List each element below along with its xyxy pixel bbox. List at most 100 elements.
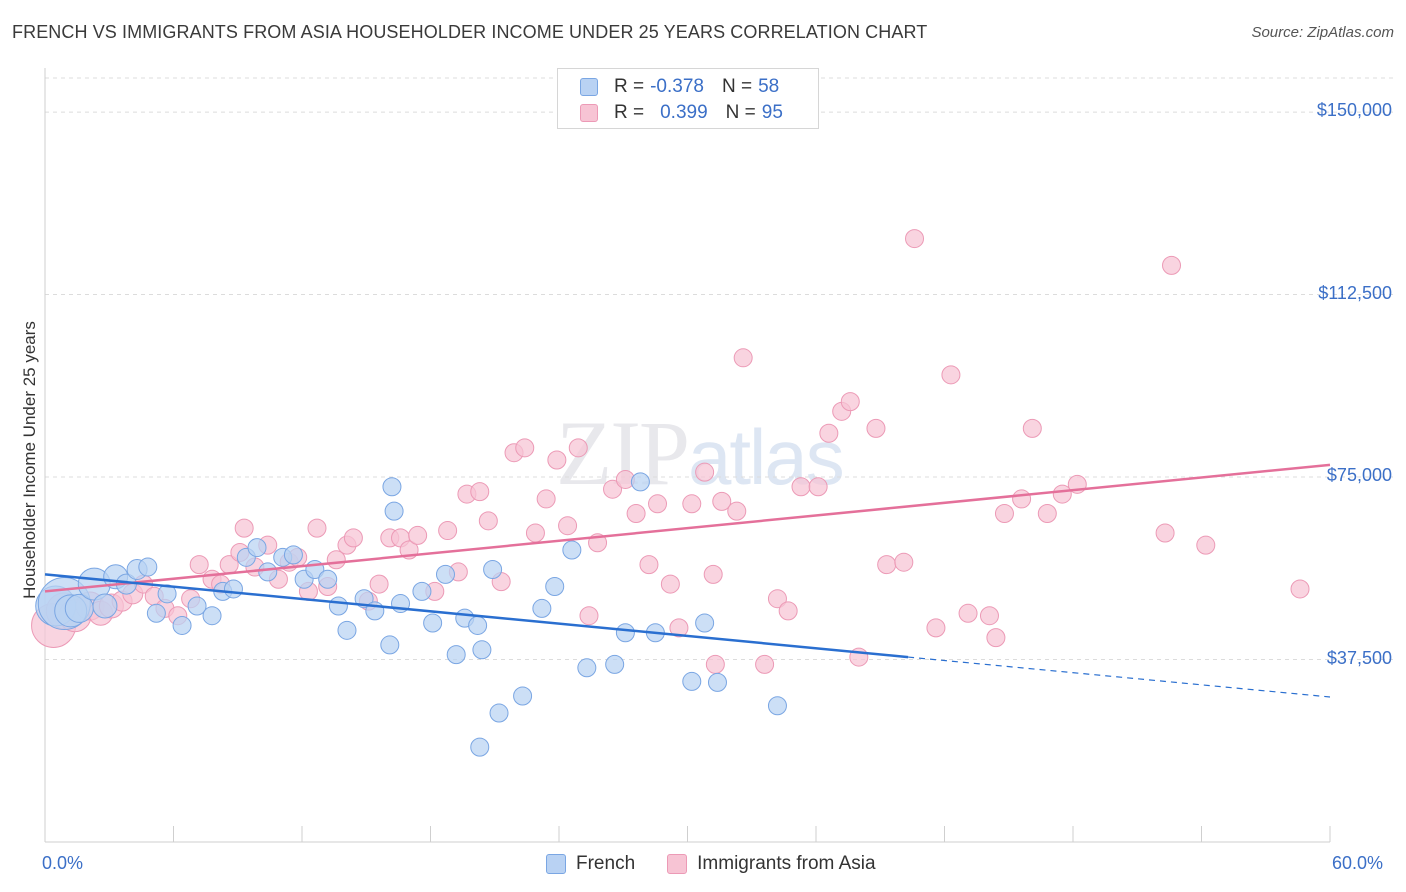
source-credit: Source: ZipAtlas.com: [1251, 24, 1394, 41]
asia-point-83: [986, 628, 1006, 648]
asia-point-70: [808, 477, 828, 497]
asia-point-54: [626, 504, 646, 524]
french-point-44: [545, 577, 565, 597]
asia-point-71: [819, 423, 839, 443]
french-point-32: [382, 477, 402, 497]
french-point-13: [187, 596, 207, 616]
asia-n-value: 95: [761, 102, 783, 123]
asia-point-61: [703, 564, 723, 584]
y-tick-label-2: $112,500: [1318, 282, 1392, 303]
french-point-55: [562, 540, 582, 560]
asia-swatch: [580, 104, 598, 122]
french-point-41: [489, 703, 509, 723]
asia-point-91: [1162, 255, 1182, 275]
french-point-18: [247, 538, 267, 558]
asia-point-29: [343, 528, 363, 548]
asia-points-group: [31, 229, 1310, 674]
asia-point-63: [705, 654, 725, 674]
asia-point-92: [1196, 535, 1216, 555]
stats-legend: R = -0.378 N = 58 R = 0.399 N = 95: [557, 68, 819, 129]
asia-point-82: [979, 606, 999, 626]
french-point-48: [630, 472, 650, 492]
r-label: R =: [614, 76, 645, 97]
french-legend-label: French: [576, 853, 636, 874]
asia-point-65: [733, 348, 753, 368]
french-point-12: [172, 615, 192, 635]
r-label: R =: [614, 102, 645, 123]
asia-point-35: [408, 525, 428, 545]
french-point-43: [532, 598, 552, 618]
asia-point-68: [778, 601, 798, 621]
asia-point-62: [712, 491, 732, 511]
asia-point-37: [438, 521, 458, 541]
asia-point-31: [369, 574, 389, 594]
legend-row-french: R = -0.378 N = 58: [580, 75, 779, 99]
asia-point-47: [547, 450, 567, 470]
french-point-46: [605, 654, 625, 674]
asia-trendline: [44, 463, 1331, 593]
asia-point-81: [958, 603, 978, 623]
asia-point-79: [926, 618, 946, 638]
asia-point-59: [682, 494, 702, 514]
asia-point-40: [470, 482, 490, 502]
asia-point-85: [1012, 489, 1032, 509]
y-axis-label: Householder Income Under 25 years: [20, 321, 39, 599]
french-point-5: [92, 593, 118, 619]
french-point-47: [615, 623, 635, 643]
y-tick-label-3: $150,000: [1316, 100, 1392, 121]
asia-point-49: [568, 438, 588, 458]
asia-r-value: 0.399: [660, 102, 708, 123]
french-point-24: [318, 569, 338, 589]
french-point-31: [384, 501, 404, 521]
french-point-14: [202, 606, 222, 626]
legend-row-asia: R = 0.399 N = 95: [580, 101, 783, 125]
french-point-45: [577, 658, 597, 678]
asia-point-55: [639, 555, 659, 575]
french-point-50: [682, 671, 702, 691]
x-tick-label-max: 60.0%: [1332, 853, 1384, 873]
axis-layer: [44, 68, 1331, 843]
french-point-42: [513, 686, 533, 706]
legend-item-asia: Immigrants from Asia: [667, 853, 876, 875]
asia-point-50: [579, 606, 599, 626]
french-point-51: [695, 613, 715, 633]
french-points-group: [35, 472, 787, 757]
french-point-29: [380, 635, 400, 655]
asia-point-73: [840, 392, 860, 412]
asia-point-93: [1290, 579, 1310, 599]
series-legend: French Immigrants from Asia: [546, 852, 908, 876]
n-label: N =: [721, 76, 753, 97]
asia-point-18: [234, 518, 254, 538]
asia-point-56: [648, 494, 668, 514]
asia-point-69: [791, 477, 811, 497]
french-point-16: [223, 579, 243, 599]
asia-point-67: [767, 589, 787, 609]
asia-point-45: [525, 523, 545, 543]
french-point-19: [258, 562, 278, 582]
asia-point-44: [515, 438, 535, 458]
asia-point-52: [603, 479, 623, 499]
french-point-34: [423, 613, 443, 633]
legend-item-french: French: [546, 853, 635, 875]
y-tick-label-0: $37,500: [1326, 647, 1392, 668]
french-point-27: [354, 589, 374, 609]
asia-point-58: [669, 618, 689, 638]
asia-point-80: [941, 365, 961, 385]
asia-point-60: [695, 462, 715, 482]
asia-point-76: [877, 555, 897, 575]
french-point-10: [146, 603, 166, 623]
french-legend-swatch: [546, 854, 566, 874]
french-swatch: [580, 78, 598, 96]
asia-point-84: [994, 504, 1014, 524]
french-point-35: [435, 564, 455, 584]
asia-point-86: [1022, 418, 1042, 438]
french-point-38: [468, 615, 488, 635]
french-trendline: [44, 573, 909, 659]
asia-point-90: [1155, 523, 1175, 543]
asia-point-66: [755, 654, 775, 674]
french-point-26: [337, 620, 357, 640]
asia-point-13: [189, 555, 209, 575]
french-point-21: [283, 545, 303, 565]
asia-point-77: [894, 552, 914, 572]
